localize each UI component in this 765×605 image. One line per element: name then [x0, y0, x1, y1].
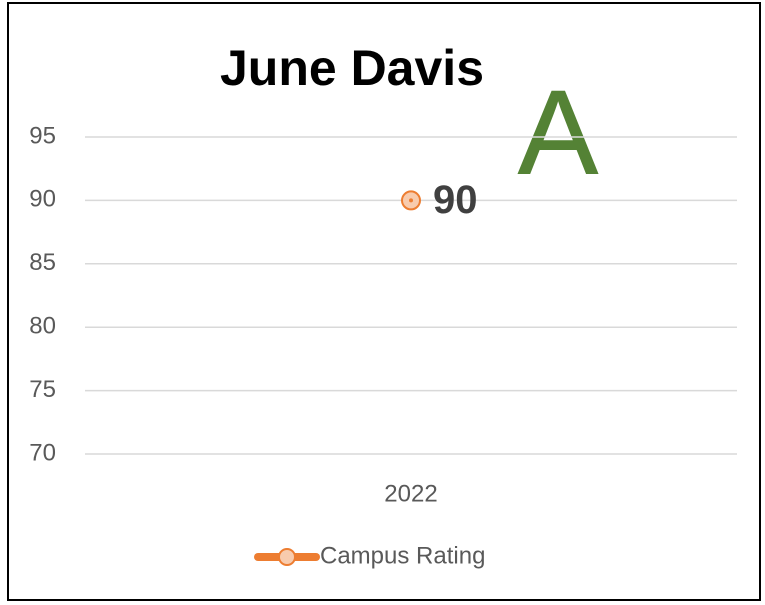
legend-label: Campus Rating [320, 542, 485, 569]
y-tick-label: 80 [29, 313, 56, 340]
data-label: 90 [433, 178, 478, 222]
y-tick-label: 75 [29, 376, 56, 403]
legend-marker [278, 548, 296, 566]
annotation: A [518, 66, 598, 200]
chart-frame [7, 2, 761, 601]
y-tick-label: 85 [29, 249, 56, 276]
y-tick-label: 70 [29, 439, 56, 466]
y-tick-label: 95 [29, 122, 56, 149]
chart-title: June Davis [220, 40, 484, 96]
y-tick-label: 90 [29, 186, 56, 213]
x-tick-label: 2022 [384, 480, 437, 507]
marker-dot [409, 198, 413, 203]
